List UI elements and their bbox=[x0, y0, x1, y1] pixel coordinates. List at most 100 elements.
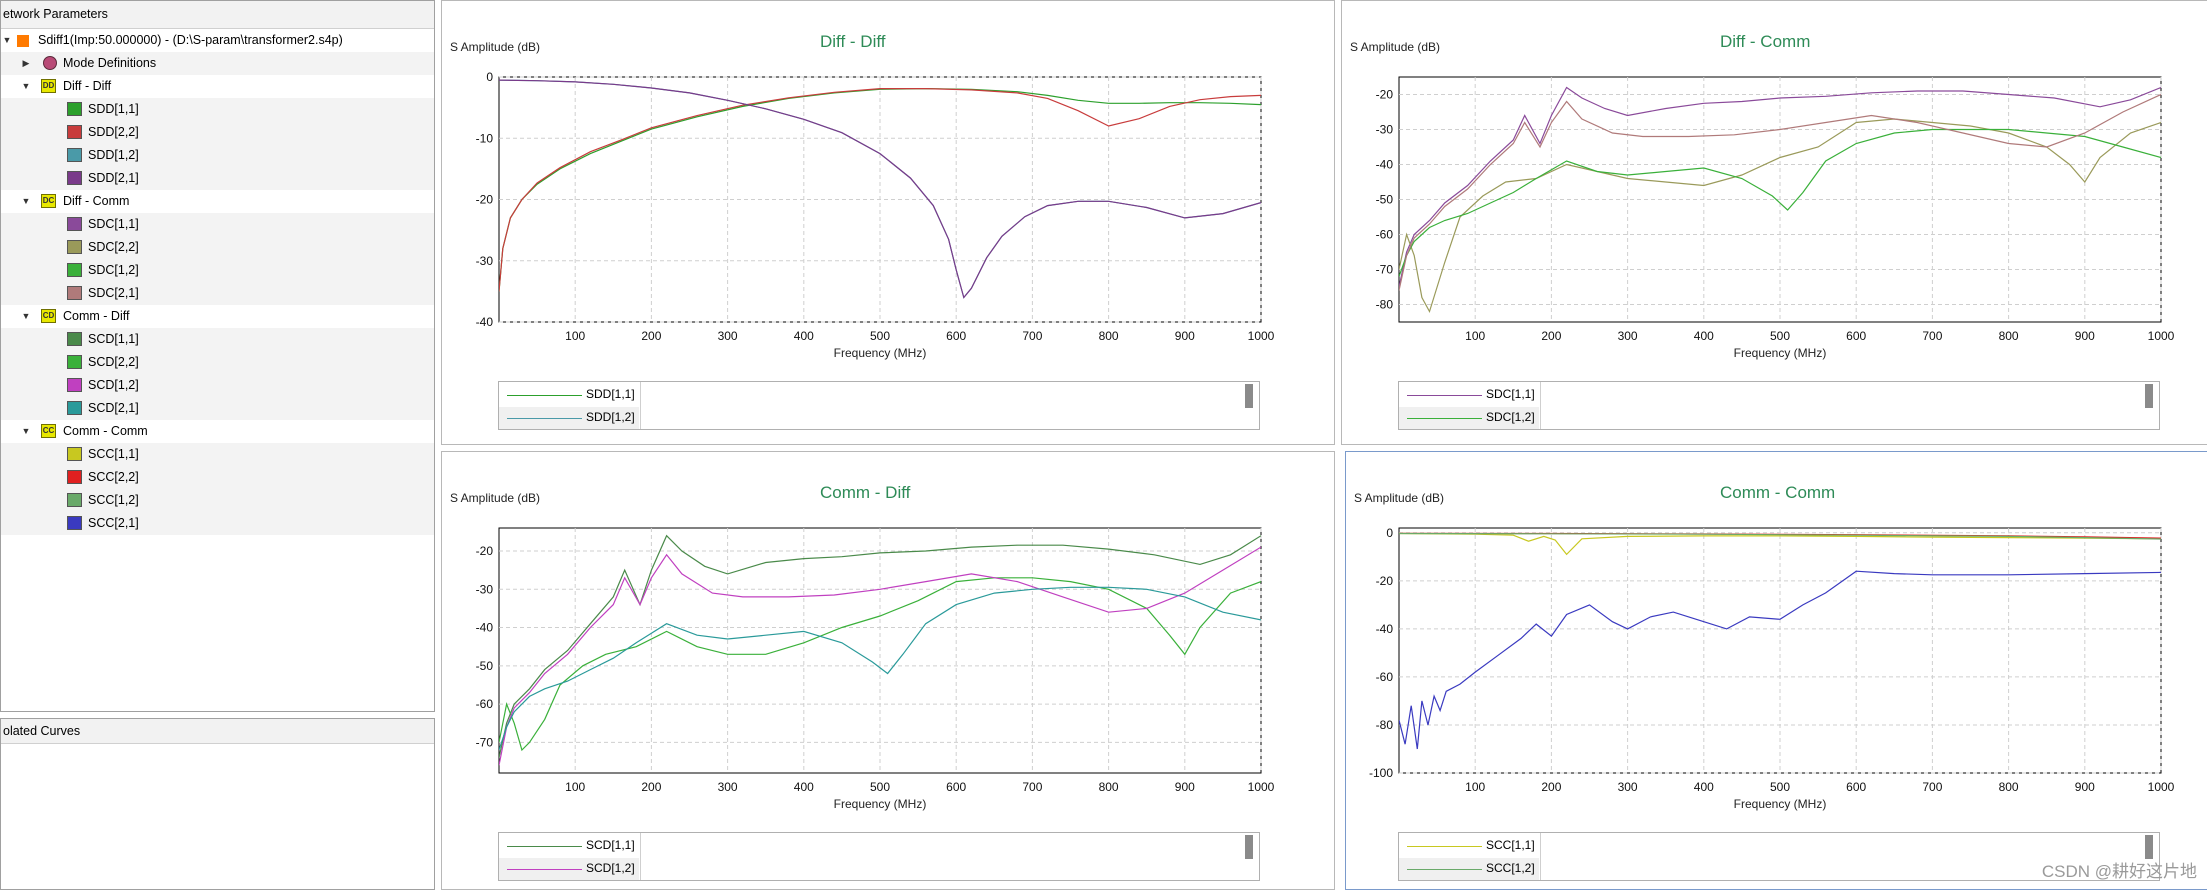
legend-entry[interactable]: SCD[1,1] bbox=[499, 835, 639, 857]
tree-item-scd21[interactable]: SCD[2,1] bbox=[1, 397, 434, 420]
collapse-arrow-icon[interactable]: ▼ bbox=[21, 426, 31, 436]
chart-legend[interactable]: SCD[1,1] SCD[1,2] bbox=[498, 832, 1260, 881]
legend-entry[interactable]: SDD[1,2] bbox=[499, 407, 639, 429]
legend-entry[interactable]: SCD[1,2] bbox=[499, 858, 639, 880]
collapse-arrow-icon[interactable]: ▼ bbox=[21, 311, 31, 321]
isolated-curves-header: olated Curves bbox=[1, 719, 434, 744]
y-tick-label: -30 bbox=[476, 254, 494, 268]
legend-label: SCD[1,1] bbox=[586, 838, 635, 852]
legend-scrollbar[interactable] bbox=[2145, 384, 2153, 408]
x-tick-label: 300 bbox=[718, 329, 738, 343]
tree-item-sdiff1[interactable]: ▼ Sdiff1(Imp:50.000000) - (D:\S-param\tra… bbox=[1, 29, 434, 52]
tree-item-sdc21[interactable]: SDC[2,1] bbox=[1, 282, 434, 305]
y-tick-label: -80 bbox=[1376, 718, 1394, 732]
tree-item-sdc11[interactable]: SDC[1,1] bbox=[1, 213, 434, 236]
x-tick-label: 600 bbox=[1846, 329, 1866, 343]
x-tick-label: 1000 bbox=[1248, 329, 1275, 343]
tree-group-label: Comm - Comm bbox=[63, 424, 148, 438]
tree-item-sdc12[interactable]: SDC[1,2] bbox=[1, 259, 434, 282]
tree-item-sdd12[interactable]: SDD[1,2] bbox=[1, 144, 434, 167]
tree-item-mode-definitions[interactable]: ▶ Mode Definitions bbox=[1, 52, 434, 75]
legend-line-swatch bbox=[507, 395, 582, 396]
series-line-scd11[interactable] bbox=[499, 534, 1261, 758]
tree-item-sdd11[interactable]: SDD[1,1] bbox=[1, 98, 434, 121]
legend-entry[interactable]: SCC[1,1] bbox=[1399, 835, 1539, 857]
y-tick-label: -60 bbox=[1376, 228, 1394, 242]
series-line-sdc22[interactable] bbox=[1399, 118, 2161, 314]
y-tick-label: -70 bbox=[1376, 263, 1394, 277]
series-line-sdc11[interactable] bbox=[1399, 86, 2161, 288]
tree-item-scc22[interactable]: SCC[2,2] bbox=[1, 466, 434, 489]
x-tick-label: 400 bbox=[794, 329, 814, 343]
tree-item-scd12[interactable]: SCD[1,2] bbox=[1, 374, 434, 397]
chart-comm-diff[interactable]: Comm - Diff S Amplitude (dB) Frequency (MH… bbox=[441, 451, 1335, 890]
series-line-sdc21[interactable] bbox=[1399, 93, 2161, 291]
y-tick-label: -20 bbox=[1376, 574, 1394, 588]
legend-scrollbar[interactable] bbox=[1245, 835, 1253, 859]
curve-color-swatch-icon bbox=[67, 355, 82, 369]
curve-color-swatch-icon bbox=[67, 447, 82, 461]
series-line-sdd21[interactable] bbox=[499, 79, 1261, 299]
series-line-scd22[interactable] bbox=[499, 577, 1261, 752]
tree-group-label: Comm - Diff bbox=[63, 309, 130, 323]
tree-item-sdc22[interactable]: SDC[2,2] bbox=[1, 236, 434, 259]
tree-item-scd11[interactable]: SCD[1,1] bbox=[1, 328, 434, 351]
collapse-arrow-icon[interactable]: ▼ bbox=[21, 81, 31, 91]
series-line-scc12[interactable] bbox=[1399, 532, 2161, 540]
legend-entry[interactable]: SCC[1,2] bbox=[1399, 858, 1539, 880]
y-tick-label: -70 bbox=[476, 735, 494, 749]
tree-item-scd22[interactable]: SCD[2,2] bbox=[1, 351, 434, 374]
tree-group-comm-comm[interactable]: ▼ CC Comm - Comm bbox=[1, 420, 434, 443]
tree-item-sdd21[interactable]: SDD[2,1] bbox=[1, 167, 434, 190]
legend-label: SDC[1,2] bbox=[1486, 410, 1535, 424]
legend-scrollbar[interactable] bbox=[1245, 384, 1253, 408]
series-line-scd21[interactable] bbox=[499, 586, 1261, 751]
legend-scrollbar[interactable] bbox=[2145, 835, 2153, 859]
chart-comm-comm[interactable]: Comm - Comm S Amplitude (dB) Frequency (MH… bbox=[1345, 451, 2207, 890]
x-tick-label: 500 bbox=[870, 329, 890, 343]
legend-entry[interactable]: SDD[1,1] bbox=[499, 384, 639, 406]
x-tick-label: 800 bbox=[1099, 329, 1119, 343]
y-tick-label: -50 bbox=[1376, 193, 1394, 207]
legend-line-swatch bbox=[507, 869, 582, 870]
series-line-sdd22[interactable] bbox=[499, 87, 1261, 292]
chart-diff-diff[interactable]: Diff - Diff S Amplitude (dB) Frequency (MH… bbox=[441, 0, 1335, 445]
tree-group-diff-comm[interactable]: ▼ DC Diff - Comm bbox=[1, 190, 434, 213]
y-tick-label: -100 bbox=[1369, 766, 1393, 780]
series-line-sdc12[interactable] bbox=[1399, 128, 2161, 277]
tree-item-label: SCD[1,2] bbox=[88, 378, 139, 392]
series-line-scd12[interactable] bbox=[499, 546, 1261, 766]
collapse-arrow-icon[interactable]: ▼ bbox=[21, 196, 31, 206]
legend-divider bbox=[1540, 382, 1541, 429]
tree-item-scc21[interactable]: SCC[2,1] bbox=[1, 512, 434, 535]
series-line-scc11[interactable] bbox=[1399, 532, 2161, 556]
expand-arrow-icon[interactable]: ▶ bbox=[22, 58, 30, 68]
tree-group-diff-diff[interactable]: ▼ DD Diff - Diff bbox=[1, 75, 434, 98]
legend-label: SDC[1,1] bbox=[1486, 387, 1535, 401]
y-axis-label: S Amplitude (dB) bbox=[1350, 40, 1440, 54]
series-line-scc21[interactable] bbox=[1399, 570, 2161, 750]
legend-line-swatch bbox=[507, 418, 582, 419]
tree-item-scc11[interactable]: SCC[1,1] bbox=[1, 443, 434, 466]
x-tick-label: 600 bbox=[946, 780, 966, 794]
chart-legend[interactable]: SDC[1,1] SDC[1,2] bbox=[1398, 381, 2160, 430]
chart-legend[interactable]: SDD[1,1] SDD[1,2] bbox=[498, 381, 1260, 430]
x-tick-label: 200 bbox=[641, 780, 661, 794]
x-tick-label: 100 bbox=[1465, 329, 1485, 343]
legend-entry[interactable]: SDC[1,1] bbox=[1399, 384, 1539, 406]
isolated-curves-panel: olated Curves bbox=[0, 718, 435, 890]
tree-group-comm-diff[interactable]: ▼ CD Comm - Diff bbox=[1, 305, 434, 328]
legend-entry[interactable]: SDC[1,2] bbox=[1399, 407, 1539, 429]
curve-color-swatch-icon bbox=[67, 263, 82, 277]
x-tick-label: 600 bbox=[946, 329, 966, 343]
x-tick-label: 200 bbox=[641, 329, 661, 343]
tree-item-scc12[interactable]: SCC[1,2] bbox=[1, 489, 434, 512]
chart-title: Comm - Diff bbox=[820, 483, 911, 502]
collapse-arrow-icon[interactable]: ▼ bbox=[2, 35, 12, 45]
tree-item-sdd22[interactable]: SDD[2,2] bbox=[1, 121, 434, 144]
tree-item-label: SDD[1,1] bbox=[88, 102, 139, 116]
chart-legend[interactable]: SCC[1,1] SCC[1,2] bbox=[1398, 832, 2160, 881]
group-dc-icon: DC bbox=[41, 194, 56, 208]
chart-diff-comm[interactable]: Diff - Comm S Amplitude (dB) Frequency (MH… bbox=[1341, 0, 2207, 445]
tree-item-label: SCC[1,1] bbox=[88, 447, 139, 461]
